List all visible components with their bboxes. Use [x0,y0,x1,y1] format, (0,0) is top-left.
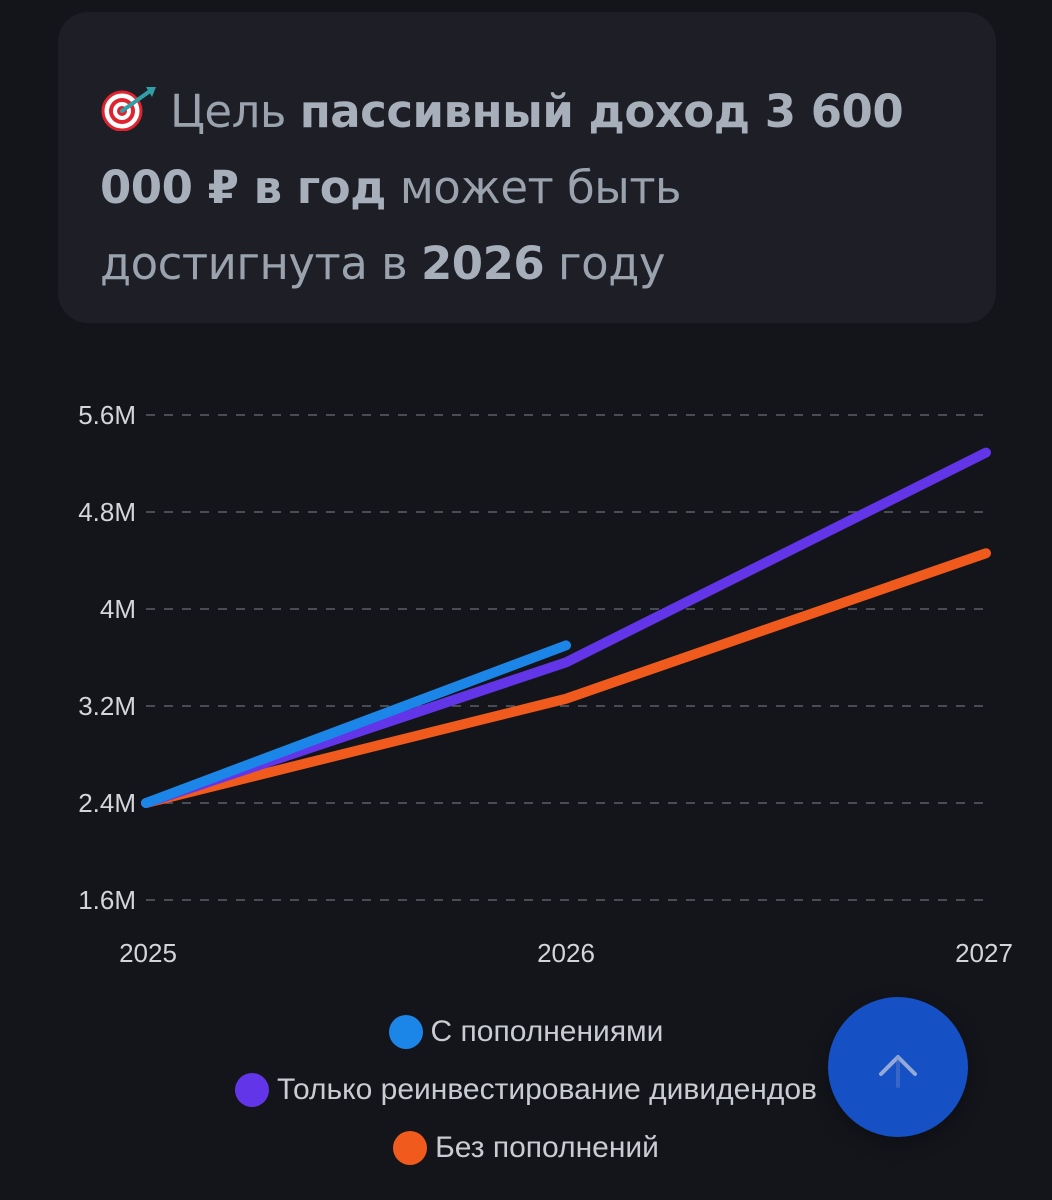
y-tick-label: 2.4M [78,788,136,818]
legend-item-1[interactable]: Только реинвестирование дивидендов [0,1061,1052,1119]
goal-mid: может быть достигнута в [100,161,682,290]
y-tick-label: 3.2M [78,691,136,721]
series-line-1 [141,447,991,808]
scroll-top-button[interactable] [828,997,968,1137]
legend-dot [388,1015,423,1049]
y-tick-label: 1.6M [78,885,136,915]
target-icon [101,87,156,131]
x-tick-label: 2026 [537,938,595,968]
legend-label: Только реинвестирование дивидендов [277,1073,817,1106]
x-tick-label: 2025 [119,938,177,968]
goal-text: Цель пассивный доход 3 600 000 ₽ в год м… [100,74,956,302]
series-line-2 [141,548,991,808]
chart-legend: С пополнениями Только реинвестирование ди… [0,1003,1052,1177]
x-tick-label: 2027 [955,938,1013,968]
goal-amount: пассивный доход 3 600 000 ₽ в год [100,85,904,214]
y-tick-label: 4.8M [78,497,136,527]
chart-area: 1.6M 2.4M 3.2M 4M 4.8M 5.6M 2025 2026 2027 [0,380,1052,1000]
goal-card: Цель пассивный доход 3 600 000 ₽ в год м… [58,12,996,323]
legend-label: С пополнениями [430,1015,664,1048]
legend-item-0[interactable]: С пополнениями [0,1003,1052,1061]
goal-year: 2026 [420,237,545,290]
arrow-up-icon [879,1055,917,1088]
legend-dot [393,1131,428,1165]
legend-dot [235,1073,270,1107]
legend-label: Без пополнений [435,1131,659,1164]
y-tick-label: 5.6M [78,400,136,430]
series-line-0 [141,640,571,808]
y-tick-label: 4M [100,594,136,624]
line-chart: 1.6M 2.4M 3.2M 4M 4.8M 5.6M 2025 2026 2027 [78,400,1013,968]
goal-suffix: году [558,237,665,290]
goal-prefix: Цель [170,85,286,138]
legend-item-2[interactable]: Без пополнений [0,1119,1052,1177]
